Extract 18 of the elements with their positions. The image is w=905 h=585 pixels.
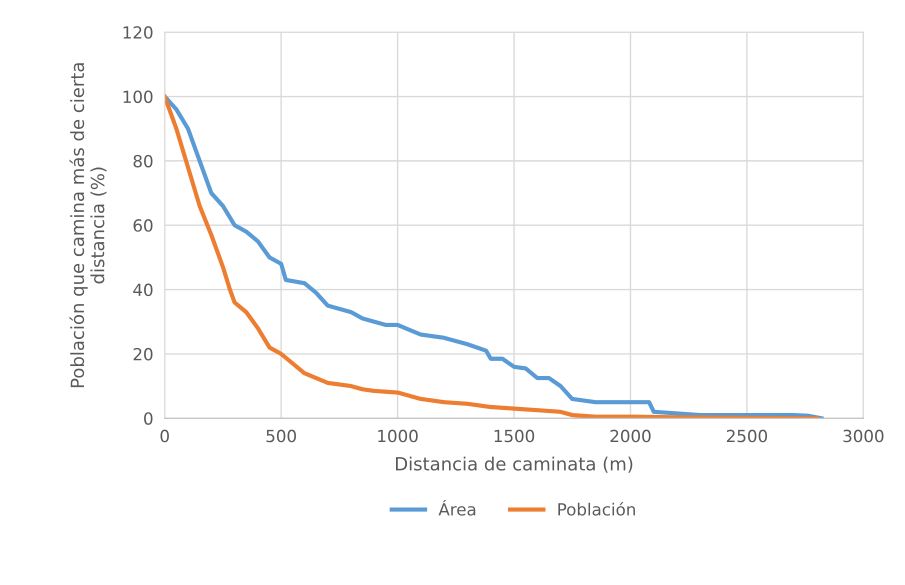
x-tick-label: 500: [266, 430, 296, 442]
x-tick-label: 1500: [494, 430, 534, 442]
y-axis-title: Población que camina más de cierta distancia (%): [69, 63, 107, 388]
y-tick-label: 80: [134, 154, 152, 168]
y-tick-label: 100: [124, 90, 152, 104]
y-tick-label: 120: [124, 26, 152, 39]
y-tick-label: 40: [133, 284, 152, 296]
legend-label: Área: [438, 500, 476, 516]
legend-label: Población: [558, 502, 635, 516]
y-tick-label: 0: [144, 412, 152, 425]
y-tick-label: 20: [134, 348, 152, 360]
x-tick-label: 2000: [610, 430, 651, 442]
x-tick-label: 1000: [378, 430, 418, 442]
x-tick-label: 0: [160, 430, 169, 442]
y-tick-label: 60: [134, 219, 152, 232]
x-tick-label: 2500: [726, 430, 768, 442]
x-tick-label: 3000: [843, 430, 884, 442]
x-axis-title: Distancia de caminata (m): [396, 456, 632, 473]
